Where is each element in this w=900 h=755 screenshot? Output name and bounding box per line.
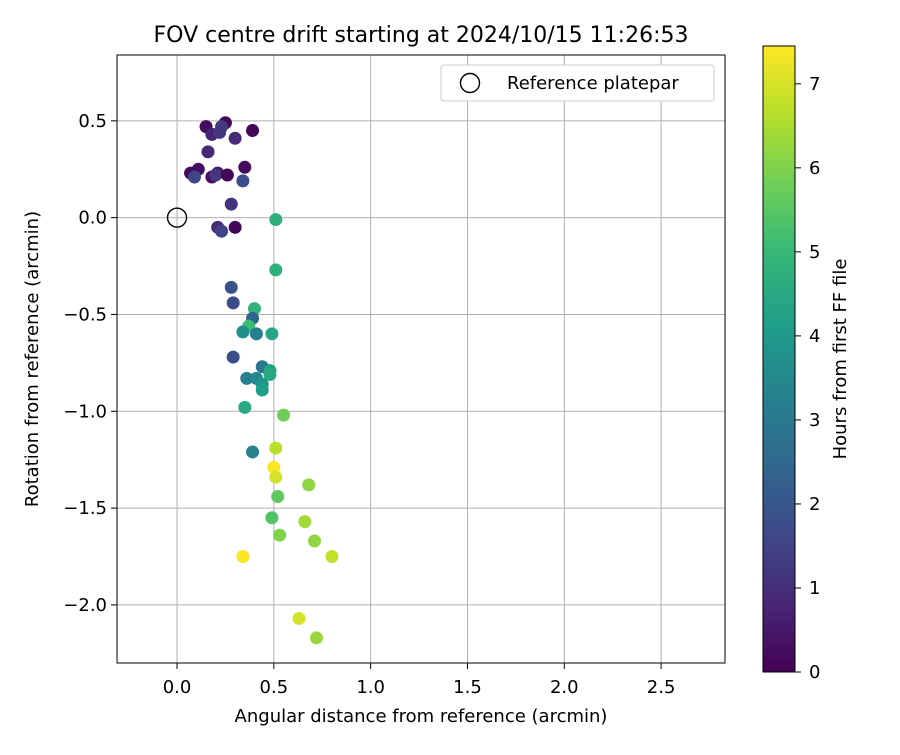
colorbar-tick-label: 3 [809, 410, 820, 431]
colorbar-tick-label: 7 [809, 74, 820, 95]
data-point [187, 170, 201, 184]
colorbar: 0 1 2 3 4 5 6 7 Hours from first FF file [762, 45, 851, 683]
data-point [247, 302, 261, 316]
reference-marker-layer [166, 207, 188, 228]
x-tick-label: 1.5 [453, 677, 482, 698]
colorbar-gradient [762, 45, 796, 673]
data-point [263, 367, 277, 381]
data-point [236, 174, 250, 188]
colorbar-ticks: 0 1 2 3 4 5 6 7 [795, 74, 820, 683]
y-axis-label: Rotation from reference (arcmin) [22, 211, 43, 507]
data-point [246, 445, 260, 459]
data-point [224, 280, 238, 294]
data-point [226, 296, 240, 310]
x-tick-label: 2.5 [647, 677, 676, 698]
data-point [308, 534, 322, 548]
legend-box [440, 64, 715, 102]
data-point [292, 611, 306, 625]
data-point [265, 327, 279, 341]
data-point [302, 478, 316, 492]
data-point [224, 197, 238, 211]
data-point [298, 515, 312, 529]
data-point [273, 528, 287, 542]
data-point [226, 350, 240, 364]
x-tick-label: 2.0 [550, 677, 579, 698]
data-point [238, 400, 252, 414]
data-point [228, 131, 242, 145]
colorbar-tick-label: 1 [809, 578, 820, 599]
colorbar-tick-label: 0 [809, 662, 820, 683]
data-point [238, 160, 252, 174]
grid [117, 55, 725, 663]
data-point [236, 550, 250, 564]
data-point [255, 383, 269, 397]
data-point [267, 460, 281, 474]
y-axis-ticks: 0.5 0.0 −0.5 −1.0 −1.5 −2.0 [63, 111, 117, 616]
data-point [271, 489, 285, 503]
data-point [220, 168, 234, 182]
data-points [184, 116, 339, 645]
data-point [265, 511, 279, 525]
data-point [236, 325, 250, 339]
x-tick-label: 0.0 [163, 677, 192, 698]
reference-platepar-marker [166, 207, 188, 228]
legend-reference-marker [459, 72, 481, 94]
colorbar-label: Hours from first FF file [830, 259, 851, 460]
x-axis-label: Angular distance from reference (arcmin) [235, 706, 608, 727]
colorbar-tick-label: 6 [809, 158, 820, 179]
y-tick-label: −2.0 [63, 595, 107, 616]
data-point [228, 220, 242, 234]
colorbar-tick-label: 5 [809, 242, 820, 263]
x-tick-label: 0.5 [260, 677, 289, 698]
data-point [246, 124, 260, 138]
data-point [309, 631, 323, 645]
y-tick-label: −0.5 [63, 304, 107, 325]
colorbar-tick-label: 4 [809, 326, 820, 347]
y-tick-label: 0.0 [78, 208, 107, 229]
data-point [240, 371, 254, 385]
y-tick-label: −1.0 [63, 401, 107, 422]
chart-title: FOV centre drift starting at 2024/10/15 … [154, 23, 689, 48]
data-point [209, 168, 223, 182]
colorbar-tick-label: 2 [809, 494, 820, 515]
y-tick-label: −1.5 [63, 498, 107, 519]
data-point [277, 408, 291, 422]
data-point [269, 441, 283, 455]
data-point [213, 125, 227, 139]
data-point [249, 327, 263, 341]
data-point [215, 224, 229, 238]
data-point [269, 263, 283, 277]
legend: Reference platepar [440, 64, 715, 102]
x-tick-label: 1.0 [356, 677, 385, 698]
data-point [325, 550, 339, 564]
x-axis-ticks: 0.0 0.5 1.0 1.5 2.0 2.5 [163, 663, 676, 698]
y-tick-label: 0.5 [78, 111, 107, 132]
data-point [201, 145, 215, 159]
plot-frame [116, 54, 726, 664]
data-point [269, 213, 283, 227]
data-point [269, 470, 283, 484]
legend-entry-label: Reference platepar [507, 73, 679, 94]
